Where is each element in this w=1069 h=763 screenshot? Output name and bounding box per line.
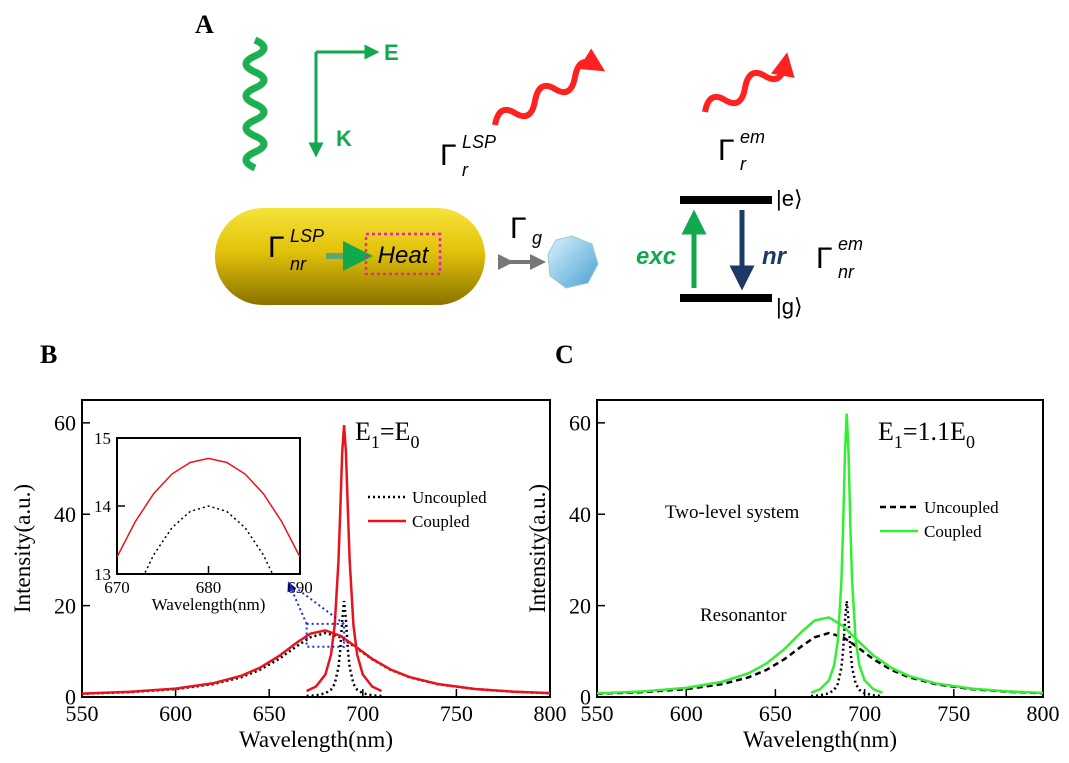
- annotation: Resonantor: [700, 605, 787, 626]
- condition-part: E: [355, 417, 371, 446]
- y-tick-label: 13: [94, 565, 111, 584]
- x-tick-label: 690: [287, 578, 313, 597]
- plot-area: [597, 400, 1043, 697]
- x-tick-label: 600: [670, 701, 703, 726]
- y-tick-label: 60: [569, 411, 591, 436]
- ket-label: |e⟩: [776, 186, 803, 211]
- condition-part: 1: [371, 432, 380, 452]
- y-tick-label: 14: [94, 497, 112, 516]
- figure: A E K ΓLSPr Γemr ΓLSPnr Heat Γg |e⟩ |g⟩ …: [0, 0, 1069, 763]
- y-tick-label: 20: [569, 593, 591, 618]
- k-label: K: [336, 126, 352, 151]
- condition-part: 0: [966, 432, 975, 452]
- condition-part: 0: [410, 432, 419, 452]
- y-tick-label: 0: [580, 685, 591, 710]
- y-tick-label: 15: [94, 429, 111, 448]
- legend-label: Uncoupled: [412, 488, 487, 507]
- legend-label: Uncoupled: [924, 498, 999, 517]
- y-tick-label: 60: [54, 411, 76, 436]
- x-tick-label: 600: [159, 701, 192, 726]
- inset-x-axis-label: Wavelength(nm): [152, 595, 266, 614]
- panel-label: C: [555, 340, 574, 369]
- emission-wave: [495, 62, 595, 125]
- condition-part: =E: [380, 417, 411, 446]
- quantum-emitter: [548, 236, 598, 288]
- y-tick-label: 40: [569, 502, 591, 527]
- x-tick-label: 800: [1027, 701, 1060, 726]
- x-tick-label: 650: [253, 701, 286, 726]
- nr-label: nr: [762, 243, 788, 270]
- heat-label: Heat: [378, 242, 430, 269]
- condition-part: 1: [894, 432, 903, 452]
- y-tick-label: 0: [65, 685, 76, 710]
- x-tick-label: 700: [848, 701, 881, 726]
- e-label: E: [384, 40, 399, 65]
- x-tick-label: 650: [759, 701, 792, 726]
- x-tick-label: 750: [440, 701, 473, 726]
- y-axis-label: Intensity(a.u.): [10, 484, 35, 613]
- y-axis-label: Intensity(a.u.): [525, 484, 550, 613]
- legend-label: Coupled: [924, 522, 982, 541]
- annotation: Two-level system: [665, 502, 800, 523]
- condition-part: E: [878, 417, 894, 446]
- x-tick-label: 800: [534, 701, 567, 726]
- x-tick-label: 700: [346, 701, 379, 726]
- ground-level: [680, 294, 772, 302]
- panel-label: B: [40, 340, 57, 369]
- excited-level: [680, 196, 772, 204]
- x-axis-label: Wavelength(nm): [743, 727, 897, 752]
- ket-label: |g⟩: [776, 294, 803, 319]
- condition-part: =1.1E: [903, 417, 966, 446]
- legend-label: Coupled: [412, 512, 470, 531]
- y-tick-label: 20: [54, 593, 76, 618]
- exc-label: exc: [636, 243, 676, 270]
- panel-label: A: [195, 10, 214, 39]
- incident-wave: [246, 40, 264, 168]
- y-tick-label: 40: [54, 502, 76, 527]
- emission-wave: [705, 64, 785, 112]
- x-axis-label: Wavelength(nm): [239, 727, 393, 752]
- x-tick-label: 750: [937, 701, 970, 726]
